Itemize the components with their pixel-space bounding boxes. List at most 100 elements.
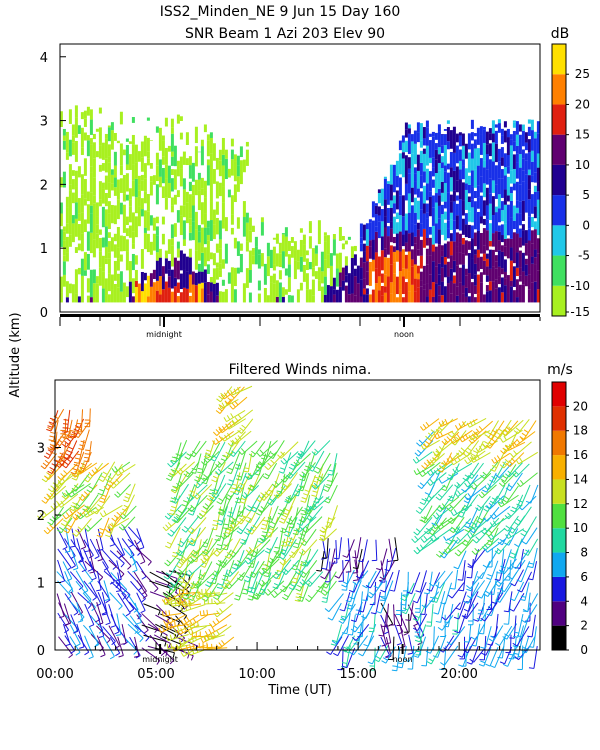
wind-barb-feather — [438, 426, 443, 431]
wind-barb-feather — [331, 640, 337, 645]
snr-cell — [110, 169, 114, 175]
snr-cell — [281, 233, 285, 235]
wind-barb-feather — [464, 495, 468, 501]
wind-barb — [394, 624, 403, 644]
wind-barb — [134, 636, 140, 657]
wind-barb-feather — [70, 471, 76, 475]
snr-cell — [311, 279, 315, 296]
wind-barb-feather — [474, 523, 479, 529]
wind-barb-feather — [217, 559, 223, 564]
snr-cell — [422, 153, 426, 172]
wind-barb — [490, 560, 499, 580]
snr-cell — [452, 146, 456, 153]
wind-barb-feather — [201, 545, 207, 548]
snr-cell — [155, 216, 159, 224]
wind-barb-feather — [440, 488, 446, 492]
snr-cell — [128, 225, 132, 238]
wind-barb-feather — [215, 630, 220, 635]
snr-cell — [515, 153, 519, 163]
snr-cell — [101, 255, 105, 272]
wind-barb — [331, 602, 342, 621]
wind-barb-feather — [272, 586, 278, 590]
wind-barb-feather — [471, 550, 476, 555]
snr-cell — [308, 289, 312, 303]
wind-barb-feather — [84, 651, 90, 656]
snr-cell — [401, 249, 405, 269]
snr-cell — [443, 211, 447, 220]
wind-barb-feather — [438, 478, 443, 484]
snr-cell — [407, 133, 411, 155]
wind-barb-feather — [415, 456, 420, 462]
snr-cell — [506, 220, 510, 236]
wind-barb-feather — [234, 416, 239, 422]
snr-cell — [527, 253, 531, 275]
wind-barb — [313, 496, 330, 511]
snr-cell — [179, 273, 183, 290]
snr-cell — [413, 264, 417, 279]
snr-cell — [428, 289, 432, 303]
snr-cell — [413, 181, 417, 195]
wind-barb-feather — [474, 547, 479, 553]
wind-barb-feather — [345, 600, 351, 603]
wind-barb-feather — [501, 500, 505, 506]
snr-cell — [452, 190, 456, 202]
wind-barb-feather — [188, 585, 193, 590]
snr-cell — [425, 140, 429, 146]
wind-barb-feather — [73, 630, 79, 634]
wind-barb — [419, 624, 427, 643]
wind-barb-feather — [300, 513, 306, 516]
wind-barb-feather — [510, 552, 516, 556]
wind-barb — [141, 570, 159, 589]
snr-cell — [536, 289, 540, 303]
snr-cell — [467, 211, 471, 222]
wind-barb-feather — [203, 541, 209, 545]
wind-barb-feather — [203, 474, 208, 479]
snr-cell — [233, 154, 237, 162]
wind-barb — [56, 593, 65, 617]
wind-barb-feather — [365, 585, 371, 589]
wind-barb-feather — [239, 517, 244, 522]
wind-barb-feather — [298, 485, 305, 489]
wind-barb-feather — [299, 574, 305, 578]
wind-barb-feather — [419, 482, 425, 487]
wind-barb-feather — [273, 550, 279, 553]
snr-cell — [119, 254, 123, 262]
wind-barb — [203, 548, 219, 563]
snr-cell — [416, 229, 420, 250]
snr-cell — [236, 176, 240, 192]
snr-cell — [164, 178, 168, 198]
wind-barb-feather — [175, 564, 181, 569]
wind-barb-feather — [424, 530, 429, 535]
snr-cell — [89, 154, 93, 167]
snr-cell — [518, 201, 522, 214]
wind-barb-feather — [419, 501, 425, 506]
wind-barb — [430, 572, 441, 592]
wind-barb-feather — [209, 623, 213, 628]
snr-cell — [68, 139, 72, 157]
wind-barb-feather — [111, 522, 115, 528]
wind-barb-feather — [197, 621, 199, 627]
wind-barb-feather — [476, 618, 482, 622]
wind-barb-feather — [471, 453, 477, 457]
snr-cell — [131, 212, 135, 232]
snr-cell — [458, 179, 462, 200]
snr-cell — [464, 143, 468, 159]
wind-barb-feather — [378, 634, 384, 637]
snr-cell — [71, 142, 75, 155]
snr-cell — [437, 195, 441, 206]
wind-barb-feather — [47, 449, 53, 453]
wind-barb-feather — [182, 581, 188, 585]
wind-barb-feather — [495, 473, 500, 479]
wind-barb-feather — [115, 652, 120, 657]
wind-barb-feather — [325, 525, 331, 529]
wind-barb — [369, 569, 381, 589]
wind-barb-feather — [291, 551, 296, 555]
snr-cell — [461, 238, 465, 245]
snr-cell — [314, 245, 318, 254]
snr-cell — [515, 267, 519, 277]
wind-barb-feather — [463, 525, 469, 529]
snr-cell — [362, 224, 366, 241]
snr-cell — [224, 217, 228, 232]
wind-barb — [103, 580, 110, 600]
snr-cell — [299, 239, 303, 257]
